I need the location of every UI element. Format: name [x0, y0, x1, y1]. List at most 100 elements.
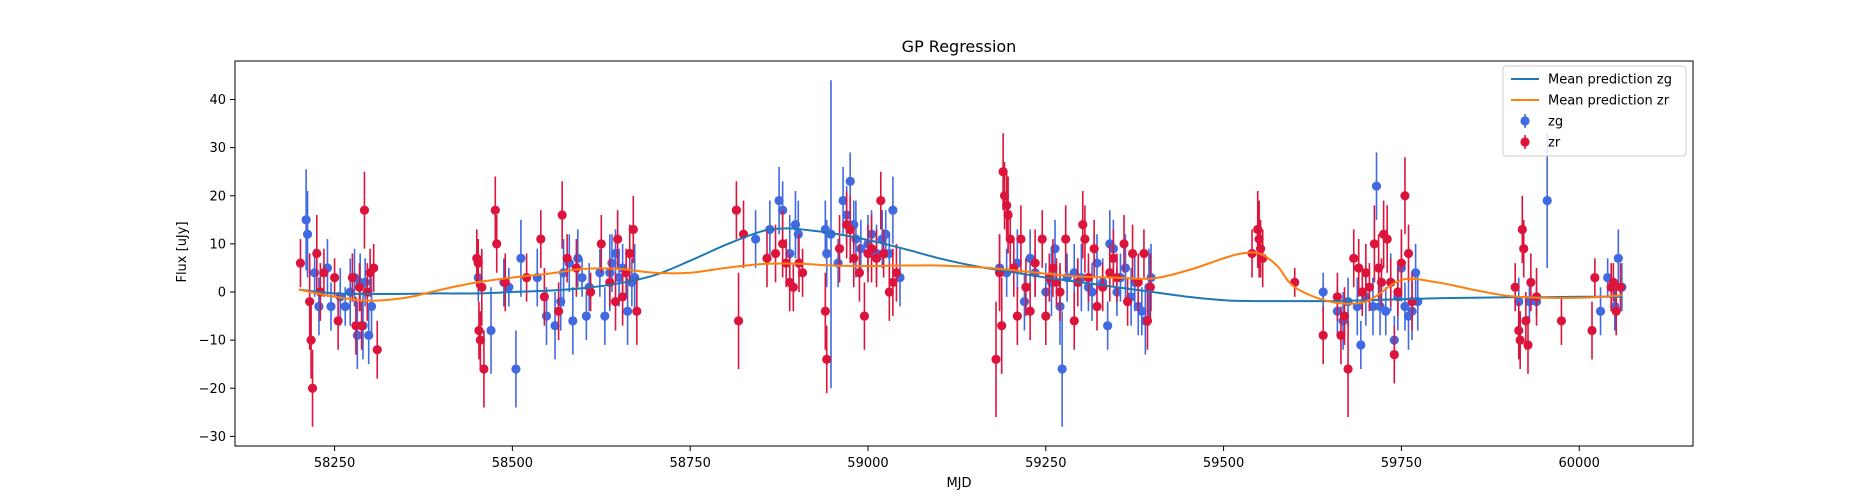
data-point-zr	[1016, 234, 1026, 244]
x-tick-label: 60000	[1559, 456, 1600, 471]
data-point-zr	[1002, 200, 1012, 210]
data-point-zg	[1103, 321, 1113, 331]
data-point-zr	[778, 239, 788, 249]
data-point-zr	[522, 272, 532, 283]
y-tick-label: 20	[209, 189, 226, 204]
data-point-zr	[876, 195, 886, 206]
data-point-zr	[1382, 234, 1392, 244]
data-point-zr	[618, 292, 628, 302]
data-point-zr	[329, 272, 340, 283]
data-point-zr	[1318, 330, 1328, 340]
data-point-zr	[490, 205, 500, 215]
legend-label: zr	[1548, 136, 1561, 151]
data-point-zr	[849, 253, 859, 263]
data-point-zr	[1369, 239, 1379, 249]
data-point-zg	[607, 258, 617, 268]
data-point-zg	[573, 253, 583, 263]
data-point-zg	[577, 272, 587, 283]
data-point-zr	[1080, 234, 1090, 244]
y-axis-label: Flux [uJy]	[175, 221, 190, 282]
data-point-zr	[845, 224, 855, 235]
data-point-zr	[477, 282, 487, 292]
x-axis-label: MJD	[946, 476, 971, 491]
data-point-zg	[1087, 287, 1097, 297]
data-point-zr	[1587, 325, 1597, 336]
data-point-zr	[1005, 234, 1015, 244]
data-point-zr	[319, 268, 329, 278]
data-point-zr	[770, 248, 781, 259]
data-point-zr	[632, 306, 642, 316]
data-point-zg	[511, 364, 521, 374]
data-point-zr	[1105, 268, 1115, 278]
data-point-zg	[568, 316, 578, 326]
y-tick-label: 0	[218, 286, 226, 301]
data-point-zg	[1400, 301, 1410, 312]
mean-prediction-zr-line	[298, 251, 1622, 305]
data-point-zg	[352, 330, 362, 340]
data-point-zg	[595, 268, 605, 278]
y-tick-label: 30	[209, 141, 226, 156]
data-point-zr	[1021, 282, 1031, 292]
data-point-zg	[790, 220, 801, 230]
data-point-zg	[1371, 181, 1382, 191]
data-point-zg	[366, 301, 377, 312]
y-tick-label: 40	[209, 93, 226, 108]
data-point-zg	[1411, 268, 1421, 278]
x-tick-label: 59250	[1025, 456, 1066, 471]
data-point-zr	[1127, 248, 1138, 259]
data-point-zg	[888, 205, 898, 215]
data-point-zg	[340, 301, 350, 312]
data-point-zr	[1364, 282, 1374, 292]
data-point-zr	[1030, 258, 1040, 268]
data-point-zr	[1339, 311, 1350, 321]
chart-title: GP Regression	[902, 37, 1017, 56]
data-point-zr	[822, 354, 832, 364]
data-point-zr	[1611, 306, 1621, 316]
mean-prediction-zg-line	[298, 227, 1622, 303]
data-point-zr	[1078, 220, 1088, 230]
data-point-zr	[562, 253, 572, 263]
legend-point-swatch	[1520, 116, 1530, 126]
data-point-zr	[1089, 244, 1099, 254]
data-point-zr	[596, 239, 606, 249]
data-point-zg	[581, 311, 591, 321]
data-point-zr	[1003, 210, 1013, 220]
x-tick-label: 59750	[1381, 456, 1422, 471]
data-point-zr	[797, 268, 808, 278]
data-point-zg	[550, 321, 560, 331]
data-point-zg	[364, 330, 374, 340]
data-point-zr	[1374, 263, 1384, 273]
legend-label: Mean prediction zr	[1548, 94, 1670, 109]
x-tick-label: 59500	[1203, 456, 1244, 471]
data-point-zr	[859, 311, 870, 321]
data-point-zr	[305, 297, 315, 307]
data-point-zr	[500, 277, 510, 287]
data-point-zr	[492, 239, 502, 249]
data-point-zr	[613, 234, 623, 244]
data-point-zr	[539, 292, 549, 302]
data-point-zr	[479, 364, 489, 374]
data-point-zg	[838, 195, 848, 206]
data-point-zr	[1254, 234, 1264, 244]
data-point-zg	[1368, 301, 1378, 312]
data-point-zr	[307, 383, 318, 393]
data-point-zg	[302, 229, 313, 239]
data-point-zr	[359, 205, 370, 215]
legend-label: zg	[1548, 115, 1563, 130]
data-point-zr	[356, 321, 367, 331]
data-point-zr	[1119, 239, 1129, 249]
data-point-zr	[1357, 287, 1367, 297]
data-point-zr	[1523, 340, 1533, 350]
data-point-zr	[991, 354, 1001, 364]
data-point-zr	[1389, 349, 1399, 360]
data-point-zr	[1393, 287, 1403, 297]
data-point-zr	[475, 335, 485, 345]
data-point-zr	[733, 316, 744, 326]
data-point-zr	[1139, 248, 1149, 259]
data-point-zr	[1400, 191, 1410, 201]
data-point-zg	[600, 311, 610, 321]
data-point-zr	[1336, 330, 1346, 340]
data-point-zr	[1521, 316, 1531, 326]
data-point-zr	[834, 244, 845, 254]
data-point-zg	[1524, 297, 1535, 307]
